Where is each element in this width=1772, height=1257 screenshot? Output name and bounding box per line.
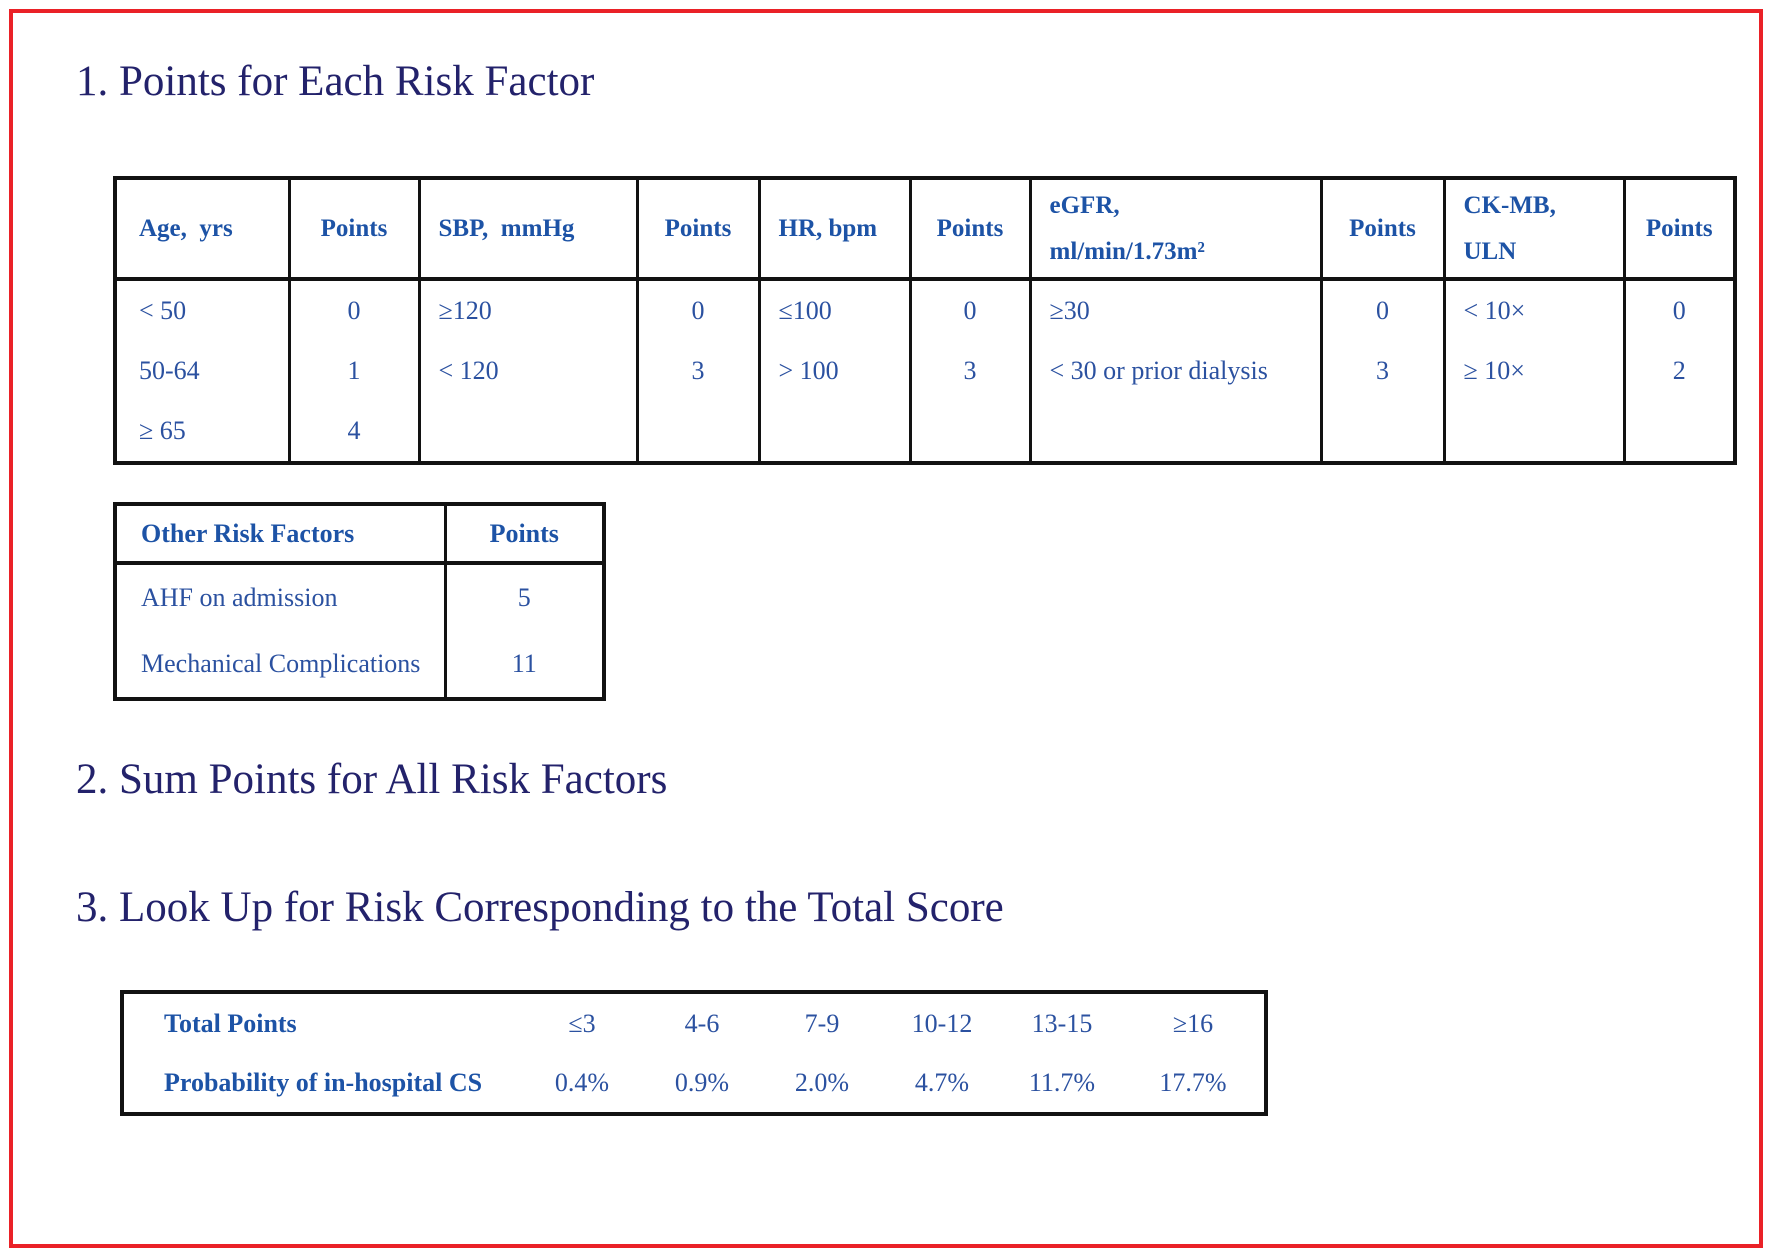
col-age-values: < 50 50-64 ≥ 65 (115, 279, 289, 463)
sbp-points-1: 0 (691, 296, 705, 325)
ckmb-points-1: 0 (1672, 296, 1686, 325)
col-age-points: 0 1 4 (287, 279, 419, 463)
ckmb-range-1: < 10× (1463, 296, 1526, 325)
probability-row: Probability of in-hospital CS 0.4% 0.9% … (122, 1053, 1266, 1114)
age-points-1: 0 (347, 296, 361, 325)
egfr-points-3 (1323, 401, 1443, 461)
sbp-range-3 (421, 401, 636, 461)
header-hr: HR, bpm (757, 178, 910, 281)
header-sbp-points: Points (635, 178, 759, 281)
risk-factor-table: Age, yrs Points SBP, mmHg Points HR, bpm… (113, 176, 1737, 465)
total-points-row: Total Points ≤3 4-6 7-9 10-12 13-15 ≥16 (122, 992, 1266, 1053)
total-points-bin-2: 4-6 (684, 1008, 720, 1038)
age-points-2: 1 (347, 356, 361, 385)
col-ckmb-points: 0 2 (1622, 279, 1735, 463)
hr-range-3 (761, 401, 909, 461)
other-factor-2: Mechanical Complications (141, 649, 421, 678)
other-risk-header-row: Other Risk Factors Points (115, 504, 604, 565)
col-hr-points: 0 3 (908, 279, 1030, 463)
header-hr-points: Points (908, 178, 1030, 281)
age-points-3: 4 (347, 416, 361, 445)
probability-value-4: 4.7% (914, 1067, 970, 1097)
header-hr-points-label: Points (936, 214, 1004, 242)
total-points-label: Total Points (164, 1008, 297, 1038)
ckmb-range-3 (1446, 401, 1623, 461)
section-2-title: 2. Sum Points for All Risk Factors (76, 756, 668, 803)
total-points-bin-6: ≥16 (1172, 1008, 1214, 1038)
age-range-1: < 50 (139, 296, 187, 325)
col-other-factors: AHF on admission Mechanical Complication… (115, 563, 445, 699)
egfr-range-3 (1032, 401, 1320, 461)
col-hr-values: ≤100 > 100 (757, 279, 910, 463)
hr-range-1: ≤100 (778, 296, 832, 325)
total-points-bin-4: 10-12 (911, 1008, 973, 1038)
ckmb-range-2: ≥ 10× (1463, 356, 1525, 385)
header-ckmb: CK-MB, ULN (1442, 178, 1624, 281)
total-points-bin-1: ≤3 (568, 1008, 596, 1038)
hr-points-1: 0 (963, 296, 977, 325)
egfr-range-2: < 30 or prior dialysis (1049, 356, 1268, 385)
hr-points-3 (912, 401, 1029, 461)
other-factor-points-2: 11 (511, 649, 537, 678)
total-points-bin-5: 13-15 (1031, 1008, 1093, 1038)
other-factor-1: AHF on admission (141, 583, 338, 612)
header-ckmb-points-label: Points (1645, 214, 1713, 242)
sbp-range-2: < 120 (438, 356, 499, 385)
header-ckmb-line1: CK-MB, (1463, 191, 1556, 219)
col-sbp-points: 0 3 (635, 279, 759, 463)
probability-label: Probability of in-hospital CS (164, 1067, 483, 1097)
probability-value-1: 0.4% (554, 1067, 610, 1097)
header-sbp: SBP, mmHg (417, 178, 637, 281)
egfr-points-1: 0 (1376, 296, 1389, 325)
age-range-2: 50-64 (139, 356, 200, 385)
col-egfr-values: ≥30 < 30 or prior dialysis (1028, 279, 1321, 463)
header-egfr: eGFR, ml/min/1.73m² (1028, 178, 1321, 281)
probability-value-5: 11.7% (1028, 1067, 1096, 1097)
header-egfr-points: Points (1319, 178, 1444, 281)
sbp-points-2: 3 (691, 356, 705, 385)
egfr-range-1: ≥30 (1049, 296, 1090, 325)
col-egfr-points: 0 3 (1319, 279, 1444, 463)
col-ckmb-values: < 10× ≥ 10× (1442, 279, 1624, 463)
header-age: Age, yrs (115, 178, 289, 281)
header-hr-label: HR, bpm (778, 214, 878, 242)
probability-value-6: 17.7% (1159, 1067, 1227, 1097)
hr-range-2: > 100 (778, 356, 839, 385)
header-ckmb-line2: ULN (1463, 237, 1517, 265)
risk-lookup-table: Total Points ≤3 4-6 7-9 10-12 13-15 ≥16 … (120, 990, 1268, 1116)
header-age-points-label: Points (320, 214, 388, 242)
header-ckmb-points: Points (1622, 178, 1735, 281)
probability-value-2: 0.9% (674, 1067, 730, 1097)
header-egfr-line2: ml/min/1.73m² (1049, 237, 1205, 265)
section-1-title: 1. Points for Each Risk Factor (76, 58, 595, 105)
risk-factor-table-body-row: < 50 50-64 ≥ 65 0 1 4 ≥120 < 120 0 3 (115, 279, 1735, 463)
section-3-title: 3. Look Up for Risk Corresponding to the… (76, 884, 1004, 931)
other-risk-factors-table: Other Risk Factors Points AHF on admissi… (113, 502, 606, 701)
hr-points-2: 3 (963, 356, 977, 385)
other-factor-points-1: 5 (517, 583, 531, 612)
header-egfr-line1: eGFR, (1049, 191, 1120, 219)
header-sbp-label: SBP, mmHg (438, 214, 575, 242)
header-other-points: Points (443, 504, 604, 565)
sbp-points-3 (639, 401, 758, 461)
header-age-points: Points (287, 178, 419, 281)
col-sbp-values: ≥120 < 120 (417, 279, 637, 463)
col-other-points: 5 11 (443, 563, 604, 699)
egfr-points-2: 3 (1376, 356, 1389, 385)
ckmb-points-2: 2 (1672, 356, 1686, 385)
header-age-label: Age, yrs (139, 214, 233, 242)
probability-value-3: 2.0% (794, 1067, 850, 1097)
ckmb-points-3 (1626, 401, 1734, 461)
sbp-range-1: ≥120 (438, 296, 492, 325)
total-points-bin-3: 7-9 (804, 1008, 840, 1038)
header-other-risk-factors: Other Risk Factors (115, 504, 445, 565)
header-egfr-points-label: Points (1349, 214, 1416, 242)
risk-factor-table-header-row: Age, yrs Points SBP, mmHg Points HR, bpm… (115, 178, 1735, 281)
age-range-3: ≥ 65 (139, 416, 186, 445)
other-risk-body-row: AHF on admission Mechanical Complication… (115, 563, 604, 699)
header-sbp-points-label: Points (664, 214, 732, 242)
